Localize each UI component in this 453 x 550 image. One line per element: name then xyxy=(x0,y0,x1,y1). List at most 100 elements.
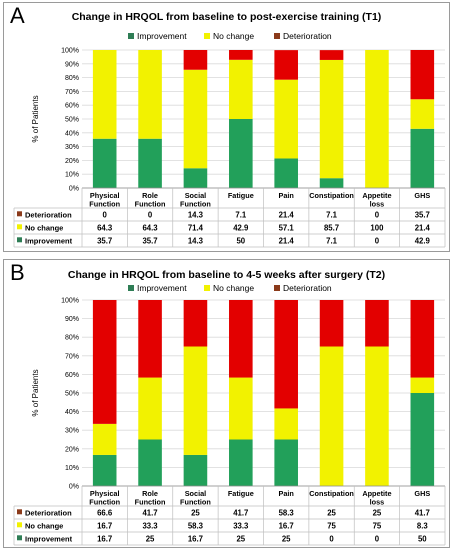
data-label: 41.7 xyxy=(142,508,157,517)
table-row-label: Deterioration xyxy=(25,508,72,517)
data-label: 42.9 xyxy=(233,223,249,232)
bar-no-change-social-function xyxy=(184,70,208,169)
data-label: 75 xyxy=(327,521,336,530)
bar-no-change-appetite-loss xyxy=(365,347,389,487)
y-tick-label: 10% xyxy=(65,465,79,472)
legend-label: Improvement xyxy=(137,283,187,293)
bar-no-change-social-function xyxy=(184,347,208,455)
x-tick-label: Physical Function xyxy=(89,191,120,209)
y-tick-label: 90% xyxy=(65,61,79,68)
y-tick-label: 70% xyxy=(65,353,79,360)
legend-swatch xyxy=(274,33,280,39)
y-tick-label: 100% xyxy=(61,298,79,305)
legend-swatch xyxy=(274,285,280,291)
data-label: 21.4 xyxy=(415,223,431,232)
data-label: 25 xyxy=(282,534,291,543)
chart-svg-a: Improvement No change Deterioration0%10%20… xyxy=(4,3,449,251)
legend-item-no-change: No change xyxy=(204,31,254,41)
x-tick-label: Appetite loss xyxy=(362,489,391,507)
data-label: 0 xyxy=(148,210,153,219)
y-tick-label: 10% xyxy=(65,172,79,179)
bar-improvement-fatigue xyxy=(229,440,253,487)
y-axis-label: % of Patients xyxy=(31,95,40,142)
table-row-improvement: Improvement 16.7 25 16.7 25 25 0 0 50 xyxy=(17,534,427,543)
data-label: 66.6 xyxy=(97,508,113,517)
bar-deterioration-physical-function xyxy=(93,300,117,424)
legend-label: Improvement xyxy=(137,31,187,41)
bar-deterioration-constipation xyxy=(320,300,344,347)
bar-improvement-social-function xyxy=(184,455,208,486)
table-row-swatch xyxy=(17,509,22,514)
bar-improvement-pain xyxy=(274,440,298,487)
legend-label: No change xyxy=(213,283,254,293)
table-row-swatch xyxy=(17,522,22,527)
bar-no-change-ghs xyxy=(411,378,435,393)
y-axis-label: % of Patients xyxy=(31,369,40,416)
table-row-swatch xyxy=(17,535,22,540)
bar-deterioration-ghs xyxy=(411,50,435,99)
x-tick-label: GHS xyxy=(414,489,430,498)
data-label: 25 xyxy=(236,534,245,543)
legend-swatch xyxy=(204,285,210,291)
data-label: 42.9 xyxy=(415,236,431,245)
chart-panel-b: B Change in HRQOL from baseline to 4-5 w… xyxy=(3,259,450,548)
bar-improvement-physical-function xyxy=(93,139,117,188)
legend-label: No change xyxy=(213,31,254,41)
table-row-label: Deterioration xyxy=(25,210,72,219)
table-row-swatch xyxy=(17,224,22,229)
x-tick-label: Social Function xyxy=(180,191,211,209)
table-row-deterioration: Deterioration 66.6 41.7 25 41.7 58.3 25 25 41.7 xyxy=(17,508,430,517)
bar-no-change-ghs xyxy=(411,99,435,129)
bar-improvement-pain xyxy=(274,158,298,188)
bar-deterioration-pain xyxy=(274,50,298,80)
data-label: 16.7 xyxy=(97,521,112,530)
table-row-swatch xyxy=(17,211,22,216)
legend-item-improvement: Improvement xyxy=(128,31,187,41)
data-label: 25 xyxy=(146,534,155,543)
x-tick-label: Constipation xyxy=(309,191,354,200)
y-tick-label: 40% xyxy=(65,409,79,416)
bar-improvement-physical-function xyxy=(93,455,117,486)
bar-deterioration-pain xyxy=(274,300,298,408)
x-tick-label: Fatigue xyxy=(228,191,254,200)
legend-label: Deterioration xyxy=(283,283,332,293)
y-tick-label: 20% xyxy=(65,446,79,453)
data-label: 21.4 xyxy=(279,210,295,219)
x-tick-label: Role Function xyxy=(135,191,166,209)
table-row-no-change: No change 64.3 64.3 71.4 42.9 57.1 85.7 100 21.4 xyxy=(17,223,431,232)
x-tick-label: Fatigue xyxy=(228,489,254,498)
y-tick-label: 60% xyxy=(65,103,79,110)
bar-no-change-fatigue xyxy=(229,60,253,119)
bar-no-change-physical-function xyxy=(93,50,117,139)
table-row-label: Improvement xyxy=(25,534,73,543)
data-label: 50 xyxy=(236,236,245,245)
table-row-swatch xyxy=(17,237,22,242)
y-tick-label: 0% xyxy=(69,186,79,193)
data-label: 16.7 xyxy=(188,534,203,543)
x-tick-label: Physical Function xyxy=(89,489,120,507)
bar-no-change-constipation xyxy=(320,60,344,178)
data-label: 7.1 xyxy=(326,236,338,245)
chart-svg-b: Improvement No change Deterioration0%10%20… xyxy=(4,260,449,547)
y-tick-label: 90% xyxy=(65,316,79,323)
x-tick-label: GHS xyxy=(414,191,430,200)
data-label: 64.3 xyxy=(142,223,158,232)
table-row-no-change: No change 16.7 33.3 58.3 33.3 16.7 75 75 8.3 xyxy=(17,521,428,530)
data-label: 41.7 xyxy=(233,508,248,517)
data-label: 14.3 xyxy=(188,210,204,219)
chart-panel-a: A Change in HRQOL from baseline to post-… xyxy=(3,2,450,252)
bar-deterioration-fatigue xyxy=(229,300,253,378)
data-label: 0 xyxy=(375,210,380,219)
data-label: 14.3 xyxy=(188,236,204,245)
data-label: 100 xyxy=(370,223,384,232)
bar-deterioration-appetite-loss xyxy=(365,300,389,347)
y-tick-label: 50% xyxy=(65,117,79,124)
legend-swatch xyxy=(128,285,134,291)
data-label: 0 xyxy=(375,534,380,543)
data-label: 16.7 xyxy=(279,521,294,530)
y-tick-label: 30% xyxy=(65,428,79,435)
data-label: 0 xyxy=(103,210,108,219)
bar-deterioration-fatigue xyxy=(229,50,253,60)
data-label: 7.1 xyxy=(235,210,247,219)
bar-no-change-appetite-loss xyxy=(365,50,389,188)
